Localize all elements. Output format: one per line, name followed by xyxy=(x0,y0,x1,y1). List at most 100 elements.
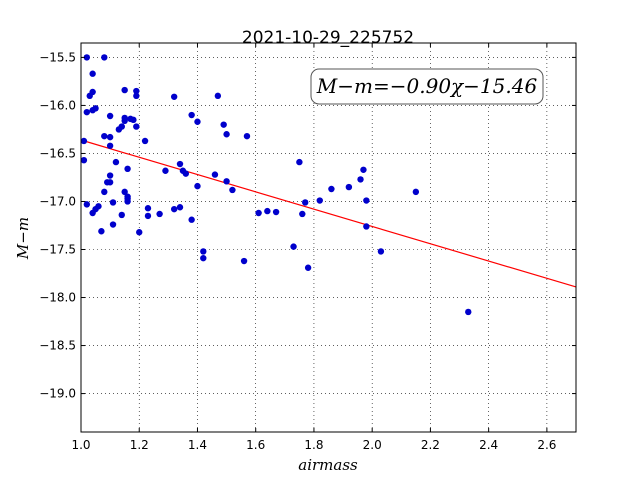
x-tick-label: 2.2 xyxy=(421,438,440,452)
data-point xyxy=(83,108,91,116)
data-points xyxy=(80,54,472,316)
data-point xyxy=(220,121,227,128)
grid-lines xyxy=(80,43,576,432)
data-point xyxy=(302,199,309,206)
data-point xyxy=(124,165,131,173)
y-tick-label: −17.0 xyxy=(39,194,76,208)
data-point xyxy=(200,248,207,255)
data-point xyxy=(377,248,385,255)
data-point xyxy=(176,204,184,211)
data-point xyxy=(118,211,125,219)
data-point xyxy=(412,188,420,196)
data-point xyxy=(465,308,472,316)
data-point xyxy=(223,131,230,138)
x-tick-label: 1.4 xyxy=(188,438,207,452)
data-point xyxy=(89,70,96,77)
data-point xyxy=(92,105,99,112)
data-point xyxy=(357,176,364,183)
data-point xyxy=(83,54,91,61)
data-point xyxy=(112,158,120,166)
data-point xyxy=(121,117,128,125)
data-point xyxy=(95,203,102,210)
data-point xyxy=(144,205,152,212)
data-point xyxy=(133,92,140,100)
data-point xyxy=(101,132,108,140)
data-point xyxy=(170,93,178,100)
fit-line-group xyxy=(80,139,577,288)
data-point xyxy=(106,133,114,141)
data-point xyxy=(136,229,143,236)
data-point xyxy=(101,54,108,61)
x-tick-label: 1.2 xyxy=(130,438,149,452)
data-point xyxy=(162,167,169,174)
data-point xyxy=(121,86,128,94)
data-point xyxy=(80,137,88,145)
annotation-box xyxy=(310,68,544,105)
data-point xyxy=(290,243,297,250)
plot-area-frame xyxy=(80,42,577,433)
x-tick-label: 1.0 xyxy=(71,438,90,452)
data-point xyxy=(130,116,137,124)
y-tick-label: −17.5 xyxy=(39,243,76,257)
data-point xyxy=(106,112,114,120)
data-point xyxy=(121,188,128,196)
data-point xyxy=(188,111,195,119)
data-point xyxy=(211,171,219,178)
data-point xyxy=(170,205,178,213)
data-point xyxy=(194,182,201,190)
y-axis-label: M−m xyxy=(14,217,32,260)
data-point xyxy=(363,223,370,230)
x-tick-label: 1.6 xyxy=(246,438,265,452)
data-point xyxy=(109,199,117,206)
data-point xyxy=(118,123,125,130)
chart-title: 2021-10-29_225752 xyxy=(242,28,414,48)
data-point xyxy=(328,185,335,193)
y-tick-label: −16.0 xyxy=(39,98,76,112)
data-point xyxy=(133,87,140,95)
data-point xyxy=(98,228,105,235)
x-tick-label: 2.4 xyxy=(479,438,498,452)
data-point xyxy=(83,201,91,208)
data-point xyxy=(188,216,195,223)
data-point xyxy=(109,221,117,228)
data-point xyxy=(176,160,184,168)
annotation-text: M−m=−0.90χ−15.46 xyxy=(316,74,538,98)
data-point xyxy=(106,142,114,149)
data-point xyxy=(214,92,222,100)
data-point xyxy=(144,212,152,220)
data-point xyxy=(200,254,207,262)
data-point xyxy=(194,118,201,125)
y-tick-label: −16.5 xyxy=(39,146,76,160)
fit-line xyxy=(80,139,577,288)
data-point xyxy=(124,198,131,205)
data-point xyxy=(264,207,271,215)
data-point xyxy=(299,210,306,218)
x-tick-label: 2.0 xyxy=(363,438,382,452)
data-point xyxy=(106,179,114,186)
data-point xyxy=(243,132,251,140)
data-point xyxy=(89,88,96,96)
data-point xyxy=(240,257,248,265)
y-tick-label: −18.5 xyxy=(39,339,76,353)
data-point xyxy=(360,166,367,173)
axis-ticks: 1.0 1.2 1.4 1.6 1.8 2.0 2.2 2.4 2.6 −15.5 −16.0 −16… xyxy=(39,43,576,452)
y-tick-label: −18.0 xyxy=(39,291,76,305)
data-point xyxy=(133,123,140,130)
data-point xyxy=(272,208,280,216)
data-point xyxy=(255,209,262,217)
data-point xyxy=(223,178,230,185)
data-point xyxy=(345,183,353,191)
y-tick-label: −15.5 xyxy=(39,50,76,64)
data-point xyxy=(106,172,114,179)
data-point xyxy=(156,210,163,218)
data-point xyxy=(141,137,149,145)
data-point xyxy=(316,197,323,204)
data-point xyxy=(101,188,108,196)
y-tick-label: −19.0 xyxy=(39,387,76,401)
x-tick-label: 1.8 xyxy=(304,438,323,452)
data-point xyxy=(182,170,190,177)
data-point xyxy=(304,264,312,271)
data-point xyxy=(80,156,88,164)
x-tick-label: 2.6 xyxy=(537,438,556,452)
